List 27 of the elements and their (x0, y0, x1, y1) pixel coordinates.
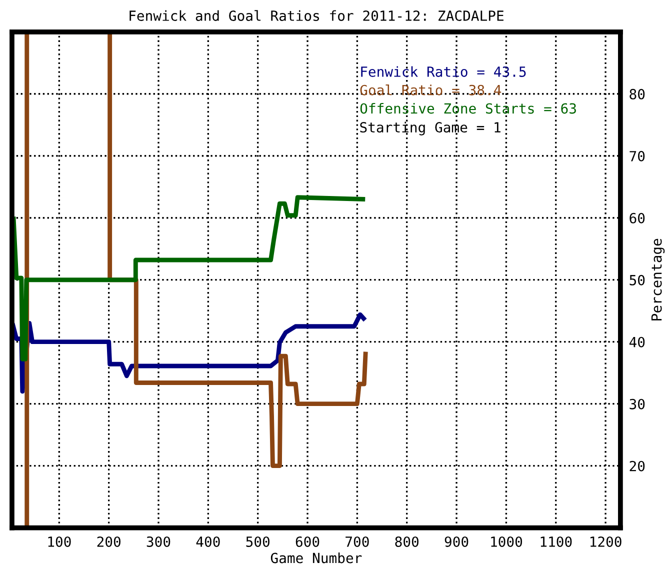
annotation: Starting Game = 1 (360, 122, 500, 136)
y-tick-label: 70 (630, 150, 645, 162)
x-tick-label: 300 (146, 536, 170, 547)
x-tick-label: 400 (196, 536, 220, 547)
x-tick-label: 1200 (590, 536, 622, 547)
y-tick-label: 30 (630, 398, 645, 410)
text: Goal Ratio = 38.4 (360, 84, 502, 96)
y-axis-title: Percentage (651, 238, 665, 320)
y-tick-label: 60 (630, 212, 645, 224)
x-axis-title: Game Number (270, 552, 362, 564)
y-tick-label: 50 (630, 274, 645, 286)
y-tick-label: 20 (630, 460, 645, 472)
x-tick-label: 1100 (540, 536, 572, 547)
y-tick-label: 80 (630, 88, 645, 100)
x-tick-label: 800 (395, 536, 418, 547)
line-series (12, 195, 368, 362)
x-tick-label: 500 (246, 536, 270, 547)
x-tick-label: 200 (97, 536, 120, 547)
x-tick-label: 900 (444, 536, 468, 547)
x-tick-label: 100 (48, 536, 71, 547)
x-tick-label: 1000 (491, 536, 522, 547)
chart-title: Fenwick and Goal Ratios for 2011-12: ZACDALPE (130, 10, 504, 21)
x-tick-label: 600 (296, 536, 320, 547)
text: Fenwick Ratio = 43.5 (361, 66, 526, 77)
x-tick-label: 700 (346, 536, 369, 547)
text: Offensive Zone Starts = 63 (360, 102, 576, 114)
y-tick-label: 40 (629, 336, 645, 348)
